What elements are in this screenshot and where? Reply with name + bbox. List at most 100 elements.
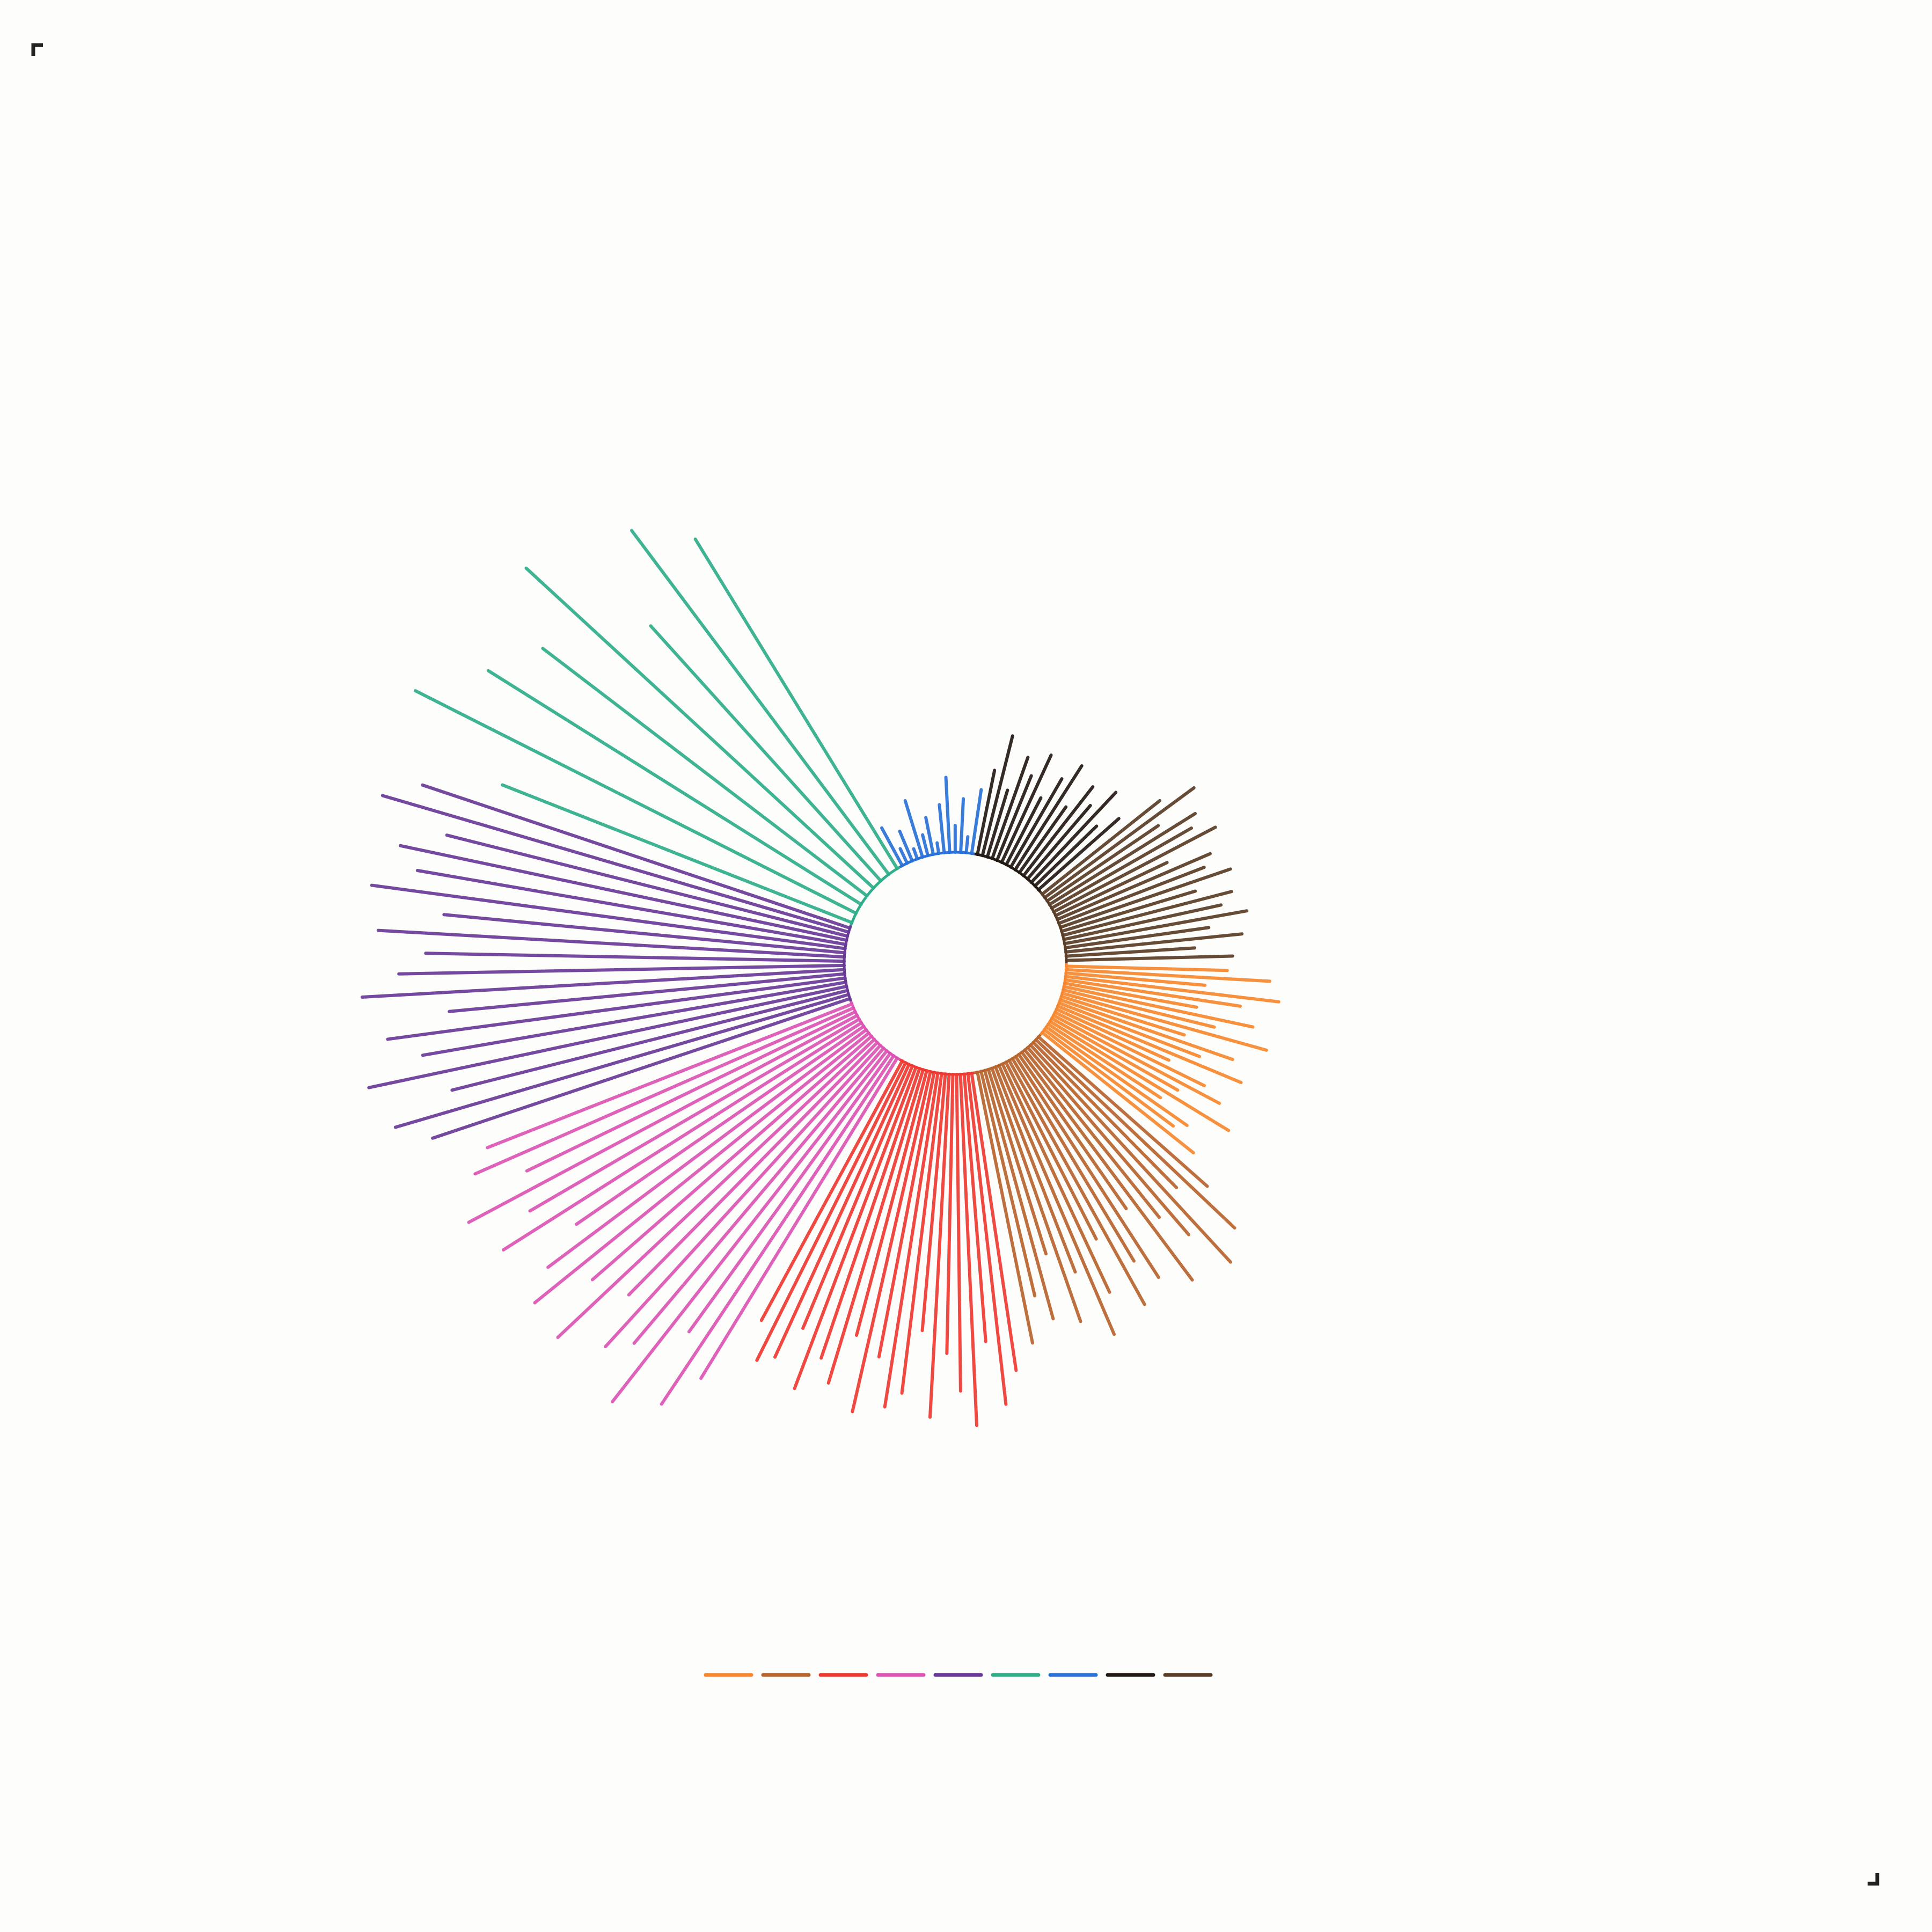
base-arc-6 <box>899 851 975 868</box>
bar-2-17 <box>773 1063 911 1359</box>
bar-4-3 <box>367 984 848 1089</box>
bar-2-2 <box>962 1072 987 1343</box>
bar-7-2 <box>985 788 1009 859</box>
bar-0-20 <box>1042 1028 1175 1128</box>
base-arc-1 <box>974 1034 1042 1074</box>
bar-6-2 <box>898 829 914 863</box>
bar-4-12 <box>370 883 847 950</box>
bar-8-5 <box>1052 825 1217 914</box>
bar-6-1 <box>898 847 909 865</box>
bar-8-7 <box>1056 852 1212 921</box>
bar-7-11 <box>1026 804 1092 881</box>
bar-8-15 <box>1064 932 1244 954</box>
bar-5-7 <box>693 537 899 870</box>
bar-6-3 <box>912 847 919 861</box>
bar-7-8 <box>1013 764 1084 872</box>
bar-2-5 <box>945 1072 955 1355</box>
bar-7-12 <box>1029 791 1118 884</box>
bar-7-13 <box>1033 824 1099 888</box>
bar-0-14 <box>1053 1011 1206 1087</box>
bar-8-8 <box>1057 866 1206 925</box>
bar-1-8 <box>1014 1055 1160 1279</box>
bar-1-15 <box>990 1066 1082 1323</box>
bar-0-18 <box>1046 1022 1162 1100</box>
bar-2-13 <box>826 1068 925 1385</box>
bar-0-3 <box>1064 975 1280 1004</box>
bar-8-4 <box>1050 826 1193 910</box>
bar-1-14 <box>993 1065 1077 1274</box>
bar-6-7 <box>935 841 941 855</box>
bar-4-5 <box>386 976 847 1041</box>
bar-3-17 <box>486 1002 854 1150</box>
bar-6-9 <box>944 775 952 854</box>
bar-3-2 <box>687 1051 892 1334</box>
crop-mark-top-left <box>31 43 43 56</box>
bar-4-4 <box>421 980 848 1057</box>
bar-1-3 <box>1029 1043 1232 1264</box>
bar-0-6 <box>1062 985 1255 1029</box>
bar-4-11 <box>442 913 846 955</box>
bar-1-18 <box>979 1070 1037 1298</box>
bar-2-4 <box>955 1072 962 1393</box>
bar-6-8 <box>938 803 946 855</box>
base-arc-0 <box>1039 963 1068 1036</box>
bar-2-14 <box>819 1066 921 1360</box>
bar-5-3 <box>541 647 869 898</box>
bar-2-11 <box>851 1070 932 1414</box>
bar-2-1 <box>966 1072 1008 1406</box>
bar-0-16 <box>1050 1016 1180 1092</box>
bar-0-12 <box>1056 1004 1243 1085</box>
bar-1-5 <box>1023 1048 1161 1219</box>
bar-0-7 <box>1061 988 1216 1029</box>
bar-3-10 <box>546 1028 868 1269</box>
bar-0-4 <box>1063 978 1242 1008</box>
bar-5-0 <box>501 783 854 925</box>
bar-2-6 <box>928 1072 951 1419</box>
bar-3-15 <box>525 1010 857 1173</box>
bar-1-12 <box>1000 1062 1111 1294</box>
bar-7-5 <box>1000 753 1053 864</box>
bar-0-11 <box>1057 1001 1202 1058</box>
bar-0-2 <box>1064 971 1207 987</box>
bar-6-13 <box>970 788 983 855</box>
bar-2-9 <box>883 1071 940 1409</box>
bar-3-13 <box>528 1018 861 1213</box>
bar-3-12 <box>502 1021 863 1252</box>
bar-4-16 <box>380 794 851 934</box>
bar-7-1 <box>980 734 1014 858</box>
bar-7-4 <box>995 774 1033 862</box>
bar-4-0 <box>431 997 852 1140</box>
bar-1-1 <box>1034 1038 1236 1230</box>
bar-8-9 <box>1058 867 1232 929</box>
bar-4-2 <box>450 989 850 1092</box>
bar-3-4 <box>632 1046 885 1345</box>
bar-4-6 <box>448 972 846 1013</box>
bar-4-13 <box>415 868 848 946</box>
bar-3-14 <box>467 1014 859 1224</box>
bar-1-11 <box>1004 1060 1098 1241</box>
bar-0-1 <box>1064 968 1272 983</box>
bar-1-4 <box>1026 1045 1191 1236</box>
bar-1-13 <box>997 1064 1116 1336</box>
bar-4-14 <box>398 844 848 942</box>
bar-4-1 <box>393 993 851 1129</box>
bar-8-17 <box>1064 954 1234 962</box>
bar-3-11 <box>575 1024 866 1226</box>
bar-1-16 <box>986 1067 1048 1256</box>
bar-8-16 <box>1064 946 1197 958</box>
bar-3-3 <box>611 1049 889 1403</box>
bar-2-12 <box>855 1069 928 1337</box>
bar-0-10 <box>1058 998 1234 1062</box>
bar-7-7 <box>1009 777 1064 869</box>
bar-5-1 <box>413 689 858 915</box>
bar-6-11 <box>959 797 965 854</box>
bar-4-10 <box>376 928 846 959</box>
bar-8-10 <box>1060 889 1197 933</box>
bar-0-0 <box>1064 964 1229 972</box>
bar-2-0 <box>970 1071 1018 1372</box>
bar-0-17 <box>1048 1020 1231 1132</box>
bar-1-2 <box>1031 1041 1179 1189</box>
base-arc-2 <box>899 1058 975 1076</box>
bar-2-10 <box>877 1071 936 1359</box>
